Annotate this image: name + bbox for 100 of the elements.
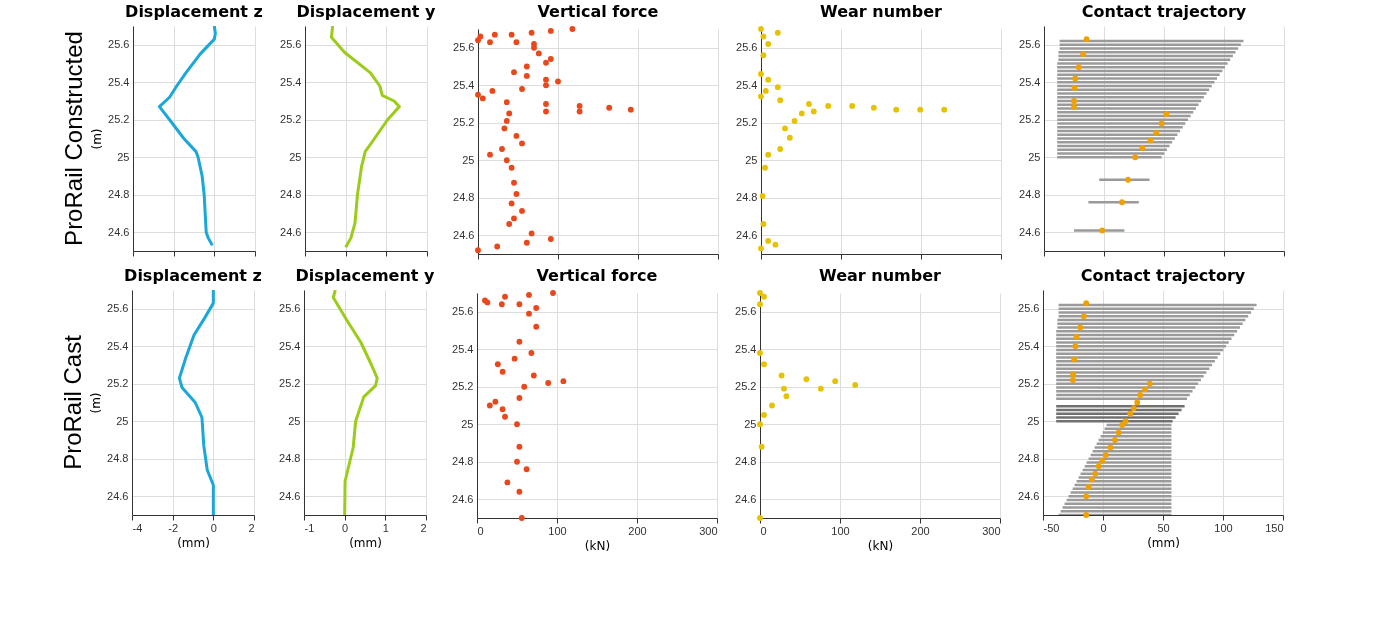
point (627, 106, 634, 113)
x-tick-label: 150 (1265, 521, 1284, 534)
y-tick-label: 24.8 (1019, 188, 1041, 201)
point (576, 108, 583, 115)
point (1080, 51, 1087, 58)
point (555, 78, 561, 85)
x-tick-label: 1 (382, 521, 389, 534)
y-tick-label: 25.2 (453, 116, 475, 129)
point (535, 50, 542, 57)
y-axis-title: (m) (90, 128, 105, 150)
point (765, 76, 772, 83)
point (506, 221, 513, 227)
x-tick-label: 100 (548, 524, 567, 537)
point (759, 192, 766, 199)
y-tick-label: 24.6 (107, 489, 129, 502)
y-tick-label: 24.8 (108, 188, 130, 201)
point (606, 104, 613, 111)
y-tick-label: 25 (462, 153, 475, 166)
point (825, 102, 832, 109)
y-tick-label: 25 (744, 417, 757, 430)
y-tick-label: 24.6 (736, 228, 758, 241)
point (758, 245, 764, 252)
y-tick-label: 25.6 (108, 38, 130, 51)
y-tick-label: 25.6 (280, 38, 302, 51)
x-axis-title: (mm) (1147, 535, 1180, 550)
x-axis-title: (mm) (349, 535, 382, 550)
x-tick-label: 2 (420, 521, 427, 534)
point (1125, 176, 1131, 183)
point (786, 134, 793, 141)
line-series (177, 290, 215, 515)
line-series (157, 26, 217, 247)
point (760, 221, 767, 227)
point (1071, 98, 1077, 104)
point (1139, 144, 1146, 151)
text: ProRail Constructed (60, 31, 87, 246)
y-tick-label: 25.2 (1019, 113, 1041, 126)
point (782, 125, 788, 132)
point (487, 151, 493, 158)
x-tick-label: 0 (760, 524, 767, 537)
point (758, 26, 764, 32)
x-axis-title: (mm) (177, 535, 210, 550)
point (1153, 129, 1160, 136)
point (494, 243, 501, 250)
y-tick-label: 25.6 (279, 302, 301, 315)
x-tick-label: 100 (1214, 521, 1233, 534)
x-tick-label: 200 (911, 524, 930, 537)
y-tick-label: 24.8 (453, 191, 475, 204)
y-tick-label: 25.6 (453, 41, 475, 54)
point (774, 84, 781, 91)
x-tick-label: -4 (132, 521, 143, 534)
x-tick-label: 200 (628, 524, 647, 537)
point (513, 132, 520, 139)
y-axis-title: (m) (89, 392, 104, 414)
point (528, 230, 535, 237)
y-tick-label: 25.4 (736, 78, 758, 91)
point (489, 87, 496, 94)
y-tick-label: 25 (288, 414, 301, 427)
point (508, 31, 515, 38)
point (511, 69, 517, 76)
point (806, 101, 812, 107)
point (758, 93, 764, 100)
chart-title: Vertical force (537, 2, 659, 22)
point (503, 157, 510, 164)
y-tick-label: 25.4 (1018, 339, 1040, 352)
chart-title: Displacement y (296, 2, 437, 21)
y-tick-label: 24.8 (452, 455, 474, 468)
point (513, 191, 520, 197)
point (523, 72, 530, 79)
point (1075, 64, 1082, 71)
point (511, 179, 517, 186)
point (508, 200, 515, 207)
point (547, 27, 554, 34)
point (1071, 103, 1077, 110)
line-series (331, 290, 379, 515)
x-tick-label: -1 (304, 521, 315, 534)
point (487, 39, 493, 46)
point (849, 102, 856, 109)
x-tick-label: 0 (477, 524, 484, 537)
point (765, 237, 772, 244)
y-tick-label: 25.4 (107, 339, 129, 352)
y-tick-label: 24.6 (1018, 489, 1040, 502)
point (503, 117, 510, 124)
x-tick-label: 0 (342, 521, 349, 534)
y-tick-label: 25.2 (452, 380, 474, 393)
x-tick-label: 300 (699, 524, 718, 537)
y-tick-label: 25.4 (735, 342, 757, 355)
y-tick-label: 25.6 (735, 305, 757, 318)
point (513, 39, 520, 46)
x-tick-label: 2 (248, 521, 255, 534)
y-tick-label: 24.8 (107, 452, 129, 465)
point (941, 106, 948, 113)
y-tick-label: 25.4 (108, 75, 130, 88)
y-tick-label: 24.8 (736, 191, 758, 204)
x-tick-label: 50 (1157, 521, 1170, 534)
y-tick-label: 25 (1028, 150, 1041, 163)
point (479, 95, 486, 102)
x-tick-label: 300 (982, 524, 1001, 537)
y-tick-label: 25.6 (1019, 38, 1041, 51)
point (501, 125, 508, 132)
y-tick-label: 25 (116, 414, 129, 427)
